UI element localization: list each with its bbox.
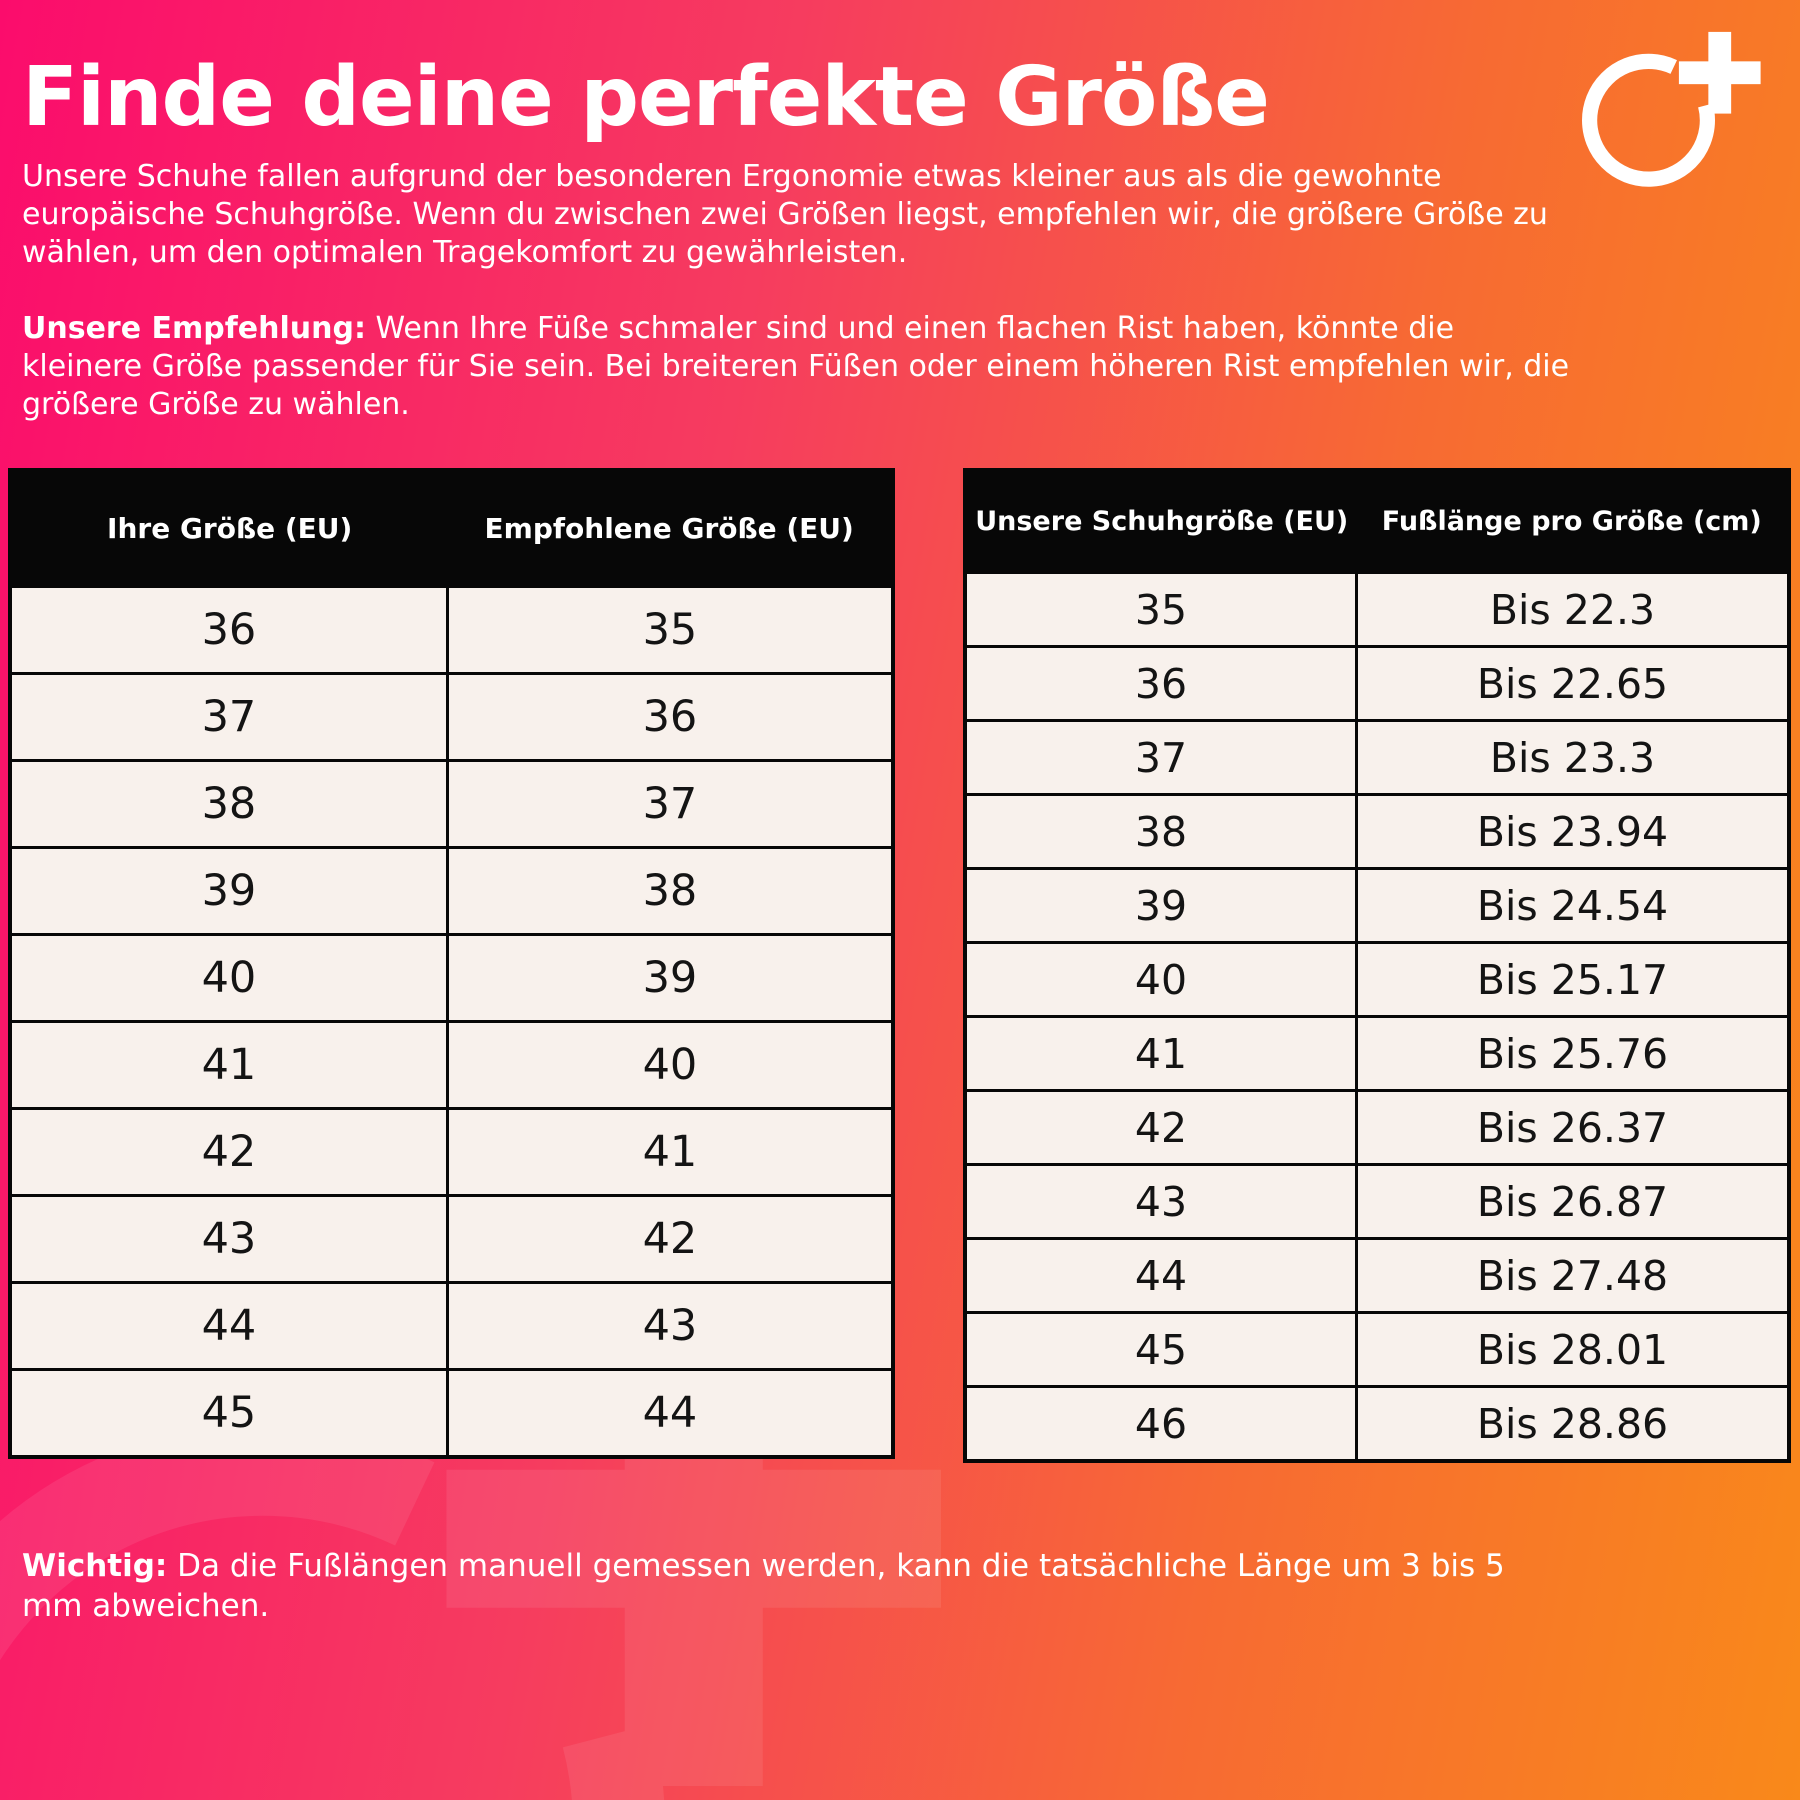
table-row: 38 37 [8, 759, 895, 850]
size-conversion-table: Ihre Größe (EU) Empfohlene Größe (EU) 36… [8, 468, 895, 1460]
table-cell: Bis 28.01 [1355, 1311, 1791, 1389]
table-cell: 43 [8, 1194, 449, 1285]
table-row: 43 42 [8, 1194, 895, 1285]
column-header-foot-length: Fußlänge pro Größe (cm) [1356, 470, 1789, 573]
table-cell: 37 [963, 719, 1358, 797]
brand-logo-icon [1582, 31, 1761, 187]
recommendation-text: Wenn Ihre Füße schmaler sind und einen f… [22, 311, 1570, 423]
table-cell: Bis 22.3 [1355, 571, 1791, 649]
table-cell: 35 [445, 585, 895, 676]
table-row: 39 38 [8, 846, 895, 937]
column-header-our-shoe-size: Unsere Schuhgröße (EU) [965, 470, 1357, 573]
table-cell: Bis 26.37 [1355, 1089, 1791, 1167]
table-cell: Bis 27.48 [1355, 1237, 1791, 1315]
size-conversion-table-header: Ihre Größe (EU) Empfohlene Größe (EU) [10, 470, 893, 587]
table-cell: 46 [963, 1385, 1358, 1463]
column-header-your-size: Ihre Größe (EU) [10, 470, 448, 587]
table-cell: 40 [963, 941, 1358, 1019]
table-cell: 40 [8, 933, 449, 1024]
table-cell: 45 [8, 1368, 449, 1459]
table-cell: 38 [963, 793, 1358, 871]
table-cell: 38 [445, 846, 895, 937]
table-cell: 37 [8, 672, 449, 763]
table-row: 43 Bis 26.87 [963, 1163, 1791, 1241]
table-cell: 45 [963, 1311, 1358, 1389]
page-title: Finde deine perfekte Größe [22, 50, 1270, 145]
table-cell: 40 [445, 1020, 895, 1111]
size-conversion-table-body: 36 35 37 36 38 37 39 38 40 39 41 40 42 41 43 42 44 43 45 44 [8, 585, 895, 1459]
important-note-text: Da die Fußlängen manuell gemessen werden… [22, 1548, 1505, 1624]
table-cell: Bis 22.65 [1355, 645, 1791, 723]
important-note-lead: Wichtig: [22, 1548, 168, 1585]
table-header-row: Unsere Schuhgröße (EU) Fußlänge pro Größ… [965, 470, 1789, 573]
table-cell: 39 [8, 846, 449, 937]
table-cell: 39 [963, 867, 1358, 945]
intro-paragraph: Unsere Schuhe fallen aufgrund der besond… [22, 158, 1548, 271]
table-cell: 35 [963, 571, 1358, 649]
table-cell: Bis 26.87 [1355, 1163, 1791, 1241]
table-cell: 39 [445, 933, 895, 1024]
table-header-row: Ihre Größe (EU) Empfohlene Größe (EU) [10, 470, 893, 587]
table-cell: 42 [8, 1107, 449, 1198]
table-cell: 36 [445, 672, 895, 763]
table-cell: 42 [963, 1089, 1358, 1167]
table-cell: 38 [8, 759, 449, 850]
table-cell: 36 [8, 585, 449, 676]
table-row: 41 Bis 25.76 [963, 1015, 1791, 1093]
table-cell: Bis 25.76 [1355, 1015, 1791, 1093]
table-row: 36 35 [8, 585, 895, 676]
table-cell: 41 [445, 1107, 895, 1198]
table-cell: Bis 24.54 [1355, 867, 1791, 945]
table-cell: Bis 23.94 [1355, 793, 1791, 871]
recommendation-paragraph: Unsere Empfehlung: Wenn Ihre Füße schmal… [0, 310, 1600, 424]
table-cell: 41 [963, 1015, 1358, 1093]
table-row: 35 Bis 22.3 [963, 571, 1791, 649]
size-tables: Ihre Größe (EU) Empfohlene Größe (EU) 36… [0, 468, 1800, 1464]
table-row: 39 Bis 24.54 [963, 867, 1791, 945]
recommendation-lead: Unsere Empfehlung: [22, 311, 366, 347]
table-cell: 41 [8, 1020, 449, 1111]
table-cell: Bis 25.17 [1355, 941, 1791, 1019]
table-row: 37 36 [8, 672, 895, 763]
table-cell: 43 [445, 1281, 895, 1372]
table-row: 41 40 [8, 1020, 895, 1111]
table-row: 40 39 [8, 933, 895, 1024]
foot-length-table: Unsere Schuhgröße (EU) Fußlänge pro Größ… [963, 468, 1791, 1464]
column-header-recommended-size: Empfohlene Größe (EU) [447, 470, 893, 587]
table-cell: 44 [8, 1281, 449, 1372]
table-row: 46 Bis 28.86 [963, 1385, 1791, 1463]
table-cell: 43 [963, 1163, 1358, 1241]
table-row: 36 Bis 22.65 [963, 645, 1791, 723]
important-note: Wichtig: Da die Fußlängen manuell gemess… [0, 1547, 1592, 1626]
table-cell: 37 [445, 759, 895, 850]
table-row: 42 Bis 26.37 [963, 1089, 1791, 1167]
table-cell: 44 [445, 1368, 895, 1459]
table-row: 44 Bis 27.48 [963, 1237, 1791, 1315]
table-row: 38 Bis 23.94 [963, 793, 1791, 871]
poster-content: Finde deine perfekte Größe Unsere Schuhe… [0, 50, 1800, 1626]
table-cell: 36 [963, 645, 1358, 723]
table-row: 44 43 [8, 1281, 895, 1372]
table-cell: Bis 28.86 [1355, 1385, 1791, 1463]
foot-length-table-header: Unsere Schuhgröße (EU) Fußlänge pro Größ… [965, 470, 1789, 573]
foot-length-table-body: 35 Bis 22.3 36 Bis 22.65 37 Bis 23.3 38 Bis 23.… [963, 571, 1791, 1463]
table-cell: 42 [445, 1194, 895, 1285]
table-row: 45 Bis 28.01 [963, 1311, 1791, 1389]
table-row: 40 Bis 25.17 [963, 941, 1791, 1019]
table-row: 37 Bis 23.3 [963, 719, 1791, 797]
table-cell: 44 [963, 1237, 1358, 1315]
table-row: 45 44 [8, 1368, 895, 1459]
table-cell: Bis 23.3 [1355, 719, 1791, 797]
table-row: 42 41 [8, 1107, 895, 1198]
brand-watermark-icon [0, 1291, 941, 1800]
